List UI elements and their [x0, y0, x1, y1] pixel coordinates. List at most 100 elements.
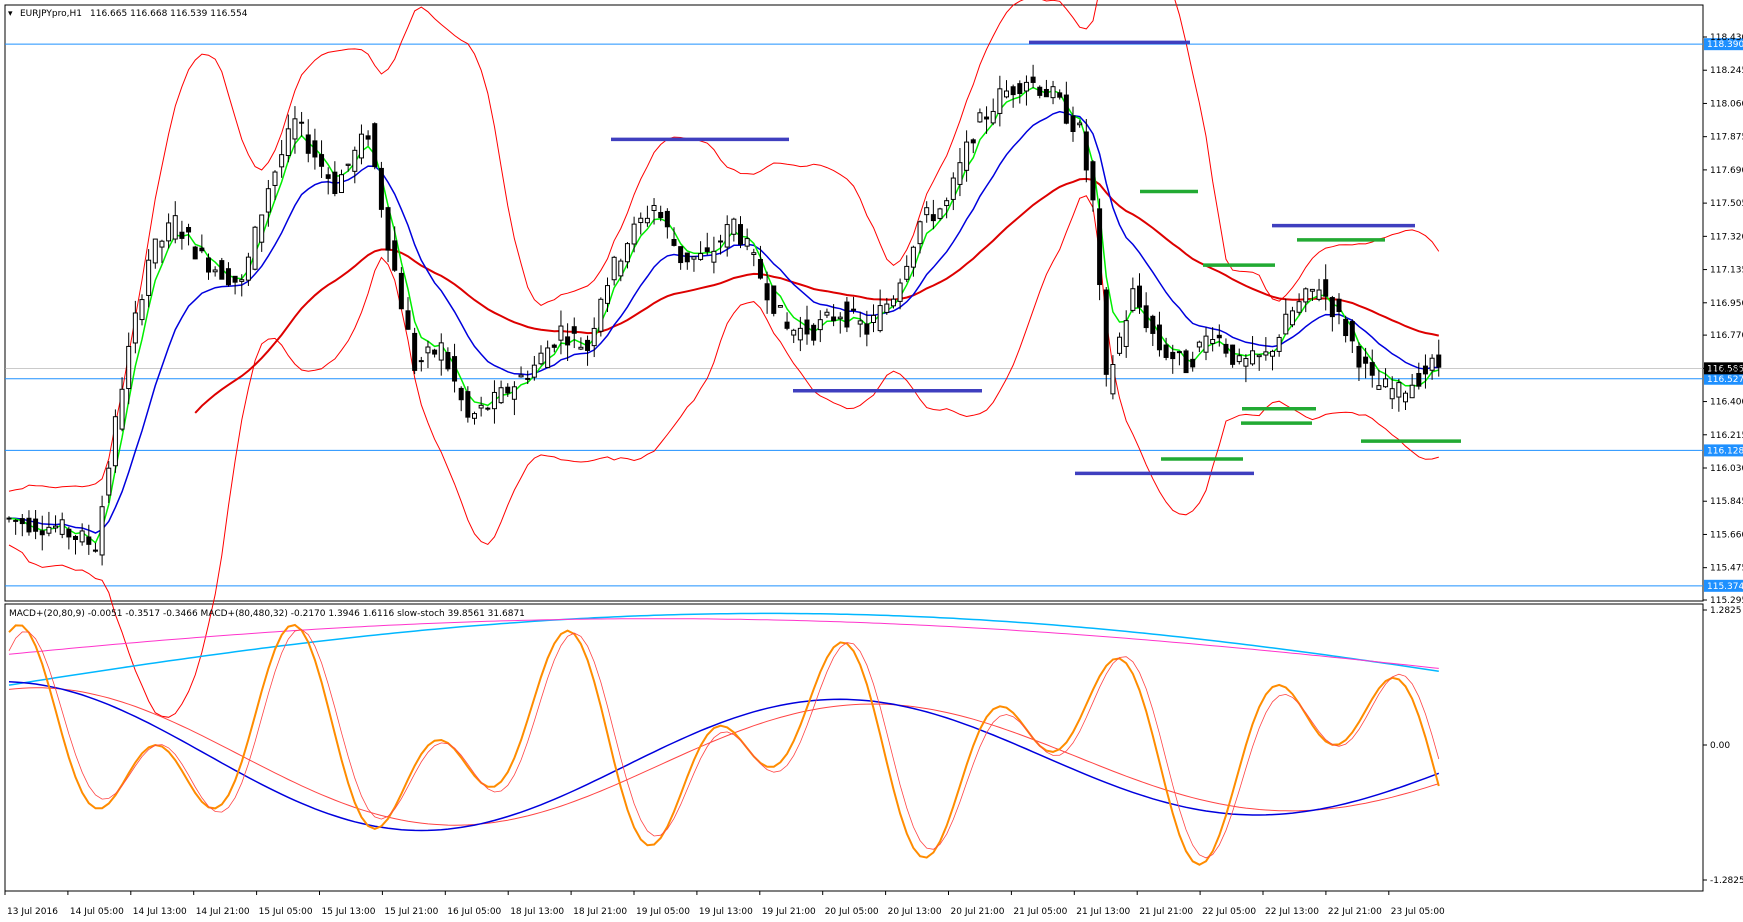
candle-body: [658, 211, 664, 219]
level-segments: [611, 40, 1461, 476]
candle-body: [644, 217, 650, 224]
candle-body: [1403, 392, 1408, 403]
time-tick-label: 16 Jul 05:00: [447, 907, 501, 917]
candle-body: [418, 360, 424, 363]
candle-body: [1004, 90, 1009, 98]
candle-body: [1369, 362, 1375, 376]
candle-body: [764, 283, 770, 301]
candle-body: [1057, 92, 1063, 98]
macd-long-line: [8, 612, 1439, 686]
candle-body: [1389, 388, 1395, 400]
osc-tick-label: 1.2825: [1710, 606, 1742, 616]
candle-body: [239, 279, 245, 282]
candle-body: [1329, 297, 1335, 318]
price-tick-label: 116.585: [1710, 364, 1743, 374]
candle-body: [259, 214, 265, 243]
time-tick-label: 22 Jul 05:00: [1202, 907, 1256, 917]
candle-body: [1170, 351, 1176, 360]
candle-body: [744, 238, 750, 247]
candle-body: [332, 171, 338, 195]
candle-body: [1263, 351, 1269, 356]
candle-body: [1349, 321, 1355, 342]
candle-body: [132, 312, 138, 344]
time-tick-label: 20 Jul 05:00: [825, 907, 879, 917]
candle-body: [252, 226, 258, 270]
candle-body: [146, 259, 152, 296]
candle-body: [910, 246, 916, 268]
candle-body: [545, 347, 551, 368]
oscillator-lines: [8, 612, 1440, 866]
candle-body: [279, 154, 285, 168]
candle-body: [917, 221, 923, 245]
candle-body: [1283, 313, 1289, 335]
candle-body: [1289, 310, 1295, 326]
macd-fast-line: [8, 681, 1440, 832]
candle-body: [392, 240, 398, 271]
candle-body: [678, 246, 684, 264]
level-price-badge: [1704, 372, 1743, 385]
candle-body: [704, 247, 710, 252]
candle-body: [804, 319, 810, 335]
candle-body: [1316, 289, 1322, 300]
candle-body: [1216, 334, 1222, 339]
candle-body: [352, 149, 358, 172]
time-tick-label: 13 Jul 2016: [7, 907, 58, 917]
candle-body: [930, 214, 936, 222]
chart-menu-arrow-icon[interactable]: ▾: [8, 9, 13, 19]
candle-body: [1323, 279, 1329, 297]
candle-body: [531, 364, 537, 378]
candle-body: [724, 224, 730, 248]
bollinger-upper: [8, 0, 1440, 492]
candle-body: [698, 253, 704, 260]
candle-body: [272, 171, 278, 186]
candle-body: [1043, 88, 1049, 98]
price-tick-label: 115.295: [1710, 596, 1743, 606]
candle-body: [92, 549, 98, 552]
candle-body: [1077, 122, 1083, 126]
price-tick-label: 117.875: [1710, 133, 1743, 143]
candle-body: [738, 224, 743, 245]
candle-body: [312, 140, 318, 158]
ema-medium-blue: [8, 110, 1439, 534]
candle-body: [1037, 86, 1043, 96]
candle-body: [1243, 358, 1249, 367]
candle-body: [691, 256, 697, 260]
candle-body: [1256, 354, 1262, 358]
candle-body: [1103, 289, 1109, 375]
candle-body: [1063, 94, 1069, 124]
candle-body: [890, 298, 896, 307]
candle-body: [53, 525, 59, 529]
candle-body: [1383, 378, 1389, 388]
price-tick-label: 117.320: [1710, 232, 1743, 242]
candle-body: [285, 128, 291, 157]
candle-body: [358, 133, 364, 159]
ema-slow-red: [194, 177, 1440, 414]
candle-body: [1230, 344, 1236, 365]
ohlc-label: 116.665 116.668 116.539 116.554: [90, 9, 248, 19]
candle-body: [86, 536, 92, 545]
candle-body: [385, 207, 391, 251]
candle-body: [206, 257, 211, 273]
candle-body: [498, 387, 504, 404]
candle-body: [718, 240, 724, 243]
candle-body: [319, 154, 325, 167]
candle-body: [99, 506, 105, 556]
candle-body: [1117, 336, 1123, 354]
candle-body: [824, 311, 830, 316]
candle-body: [624, 243, 630, 263]
candle-body: [46, 526, 52, 534]
candle-body: [1270, 350, 1275, 357]
candle-body: [478, 404, 484, 409]
candle-body: [1296, 301, 1302, 313]
candle-body: [126, 345, 132, 390]
macd-long-signal: [8, 618, 1439, 669]
candle-body: [79, 530, 85, 543]
candle-body: [1223, 343, 1229, 354]
candle-body: [731, 218, 737, 235]
time-tick-label: 21 Jul 13:00: [1076, 907, 1130, 917]
candle-body: [831, 316, 837, 322]
price-tick-label: 118.060: [1710, 99, 1743, 109]
level-price-badge: [1704, 38, 1743, 51]
candle-body: [950, 177, 956, 200]
candle-body: [565, 336, 571, 346]
